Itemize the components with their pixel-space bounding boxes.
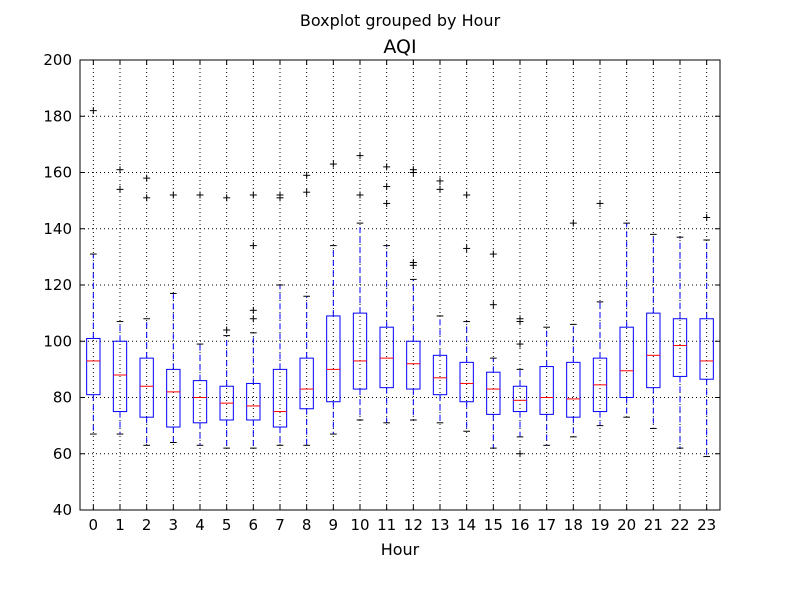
box-group-hour-18: [566, 219, 581, 438]
iqr-box: [86, 337, 101, 396]
box-group-hour-4: [192, 191, 208, 446]
box-group-hour-3: [166, 191, 181, 443]
y-tick-label: 60: [53, 445, 72, 463]
box-group-hour-21: [646, 233, 661, 429]
x-tick-label: 1: [115, 516, 125, 534]
x-tick-label: 12: [404, 516, 423, 534]
box-group-hour-9: [326, 160, 341, 435]
iqr-box: [512, 385, 528, 413]
x-tick-label: 20: [617, 516, 636, 534]
x-tick-label: 23: [697, 516, 716, 534]
iqr-box: [299, 357, 314, 410]
y-tick-label: 80: [53, 389, 72, 407]
iqr-box: [352, 312, 368, 390]
iqr-box: [566, 361, 581, 418]
x-tick-label: 16: [510, 516, 529, 534]
x-tick-label: 14: [457, 516, 476, 534]
iqr-box: [646, 312, 661, 389]
iqr-box: [246, 382, 261, 421]
iqr-box: [192, 380, 208, 424]
box-group-hour-13: [432, 177, 448, 424]
y-tick-label: 120: [43, 276, 72, 294]
x-tick-label: 15: [484, 516, 503, 534]
iqr-box: [619, 326, 634, 398]
y-tick-label: 180: [43, 107, 72, 125]
x-tick-label: 4: [195, 516, 205, 534]
box-group-hour-20: [619, 222, 634, 418]
iqr-box: [539, 366, 554, 415]
x-tick-label: 11: [377, 516, 396, 534]
chart-suptitle: Boxplot grouped by Hour: [300, 11, 501, 30]
x-axis-label: Hour: [381, 540, 420, 559]
x-tick-label: 0: [89, 516, 99, 534]
x-tick-label: 9: [329, 516, 339, 534]
box-group-hour-1: [112, 166, 128, 435]
iqr-box: [672, 318, 688, 377]
box-group-hour-12: [406, 166, 421, 421]
iqr-box: [379, 326, 394, 389]
x-tick-label: 13: [430, 516, 449, 534]
box-group-hour-0: [86, 107, 101, 435]
boxes-layer: [86, 107, 714, 458]
iqr-box: [272, 368, 288, 428]
iqr-box: [486, 371, 501, 415]
x-tick-label: 21: [644, 516, 663, 534]
y-tick-label: 160: [43, 164, 72, 182]
box-group-hour-22: [672, 236, 688, 449]
box-group-hour-14: [459, 191, 474, 432]
box-group-hour-17: [539, 326, 554, 446]
x-tick-label: 17: [537, 516, 556, 534]
x-tick-label: 22: [670, 516, 689, 534]
x-tick-label: 18: [564, 516, 583, 534]
box-group-hour-15: [486, 250, 501, 449]
x-tick-label: 3: [169, 516, 179, 534]
x-tick-label: 19: [590, 516, 609, 534]
chart-title: AQI: [383, 36, 416, 58]
x-tick-label: 10: [350, 516, 369, 534]
box-group-hour-2: [139, 174, 154, 446]
box-group-hour-8: [299, 171, 314, 446]
iqr-box: [459, 361, 474, 403]
x-tick-label: 7: [275, 516, 285, 534]
x-tick-label: 6: [249, 516, 259, 534]
x-tick-label: 2: [142, 516, 152, 534]
iqr-box: [112, 340, 128, 413]
y-tick-label: 140: [43, 220, 72, 238]
x-tick-label: 8: [302, 516, 312, 534]
box-group-hour-16: [512, 315, 528, 458]
box-group-hour-10: [352, 152, 368, 421]
y-tick-label: 100: [43, 332, 72, 350]
y-tick-label: 40: [53, 501, 72, 519]
iqr-box: [326, 315, 341, 403]
y-tick-label: 200: [43, 51, 72, 69]
box-group-hour-5: [219, 194, 234, 449]
box-group-hour-19: [592, 199, 608, 427]
box-group-hour-23: [699, 214, 714, 458]
iqr-box: [166, 368, 181, 428]
iqr-box: [699, 318, 714, 380]
iqr-box: [139, 357, 154, 418]
iqr-box: [432, 354, 448, 396]
box-group-hour-7: [272, 191, 288, 446]
iqr-box: [406, 340, 421, 390]
box-group-hour-11: [379, 163, 394, 424]
x-tick-label: 5: [222, 516, 232, 534]
box-group-hour-6: [246, 191, 261, 449]
